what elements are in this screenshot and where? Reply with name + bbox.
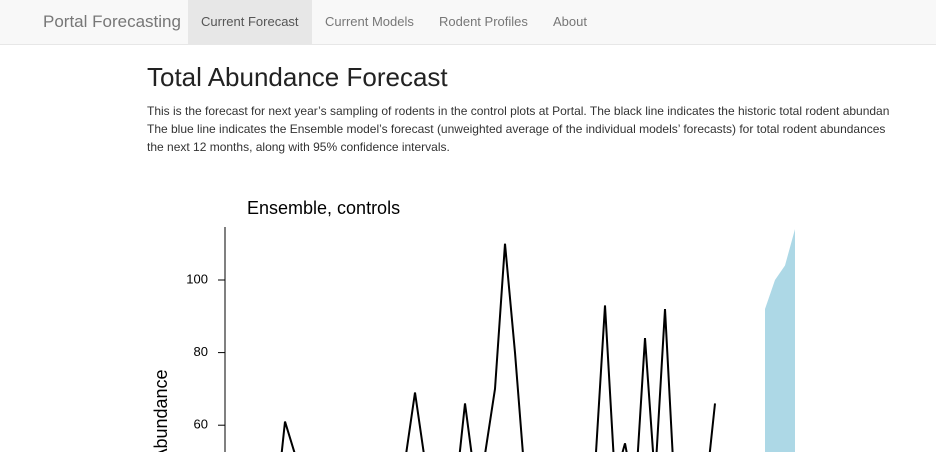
heading: Total Abundance Forecast — [147, 62, 448, 92]
paragraph-line: The blue line indicates the Ensemble mod… — [147, 122, 886, 136]
y-tick-label: 60 — [194, 417, 208, 432]
brand[interactable]: Portal Forecasting — [43, 12, 181, 31]
y-axis-label: Abundance — [151, 369, 171, 452]
navbar: Portal Forecasting Current Forecast Curre… — [0, 0, 936, 45]
nav-item[interactable]: Current Forecast — [188, 0, 312, 44]
nav-item[interactable]: Rodent Profiles — [439, 14, 528, 29]
y-tick-label: 80 — [194, 344, 208, 359]
y-tick-label: 100 — [186, 271, 208, 286]
nav-item[interactable]: About — [553, 14, 587, 29]
nav-item[interactable]: Current Models — [325, 14, 414, 29]
paragraph-line: This is the forecast for next year’s sam… — [147, 104, 890, 118]
confidence-band — [765, 229, 795, 452]
chart-title: Ensemble, controls — [247, 198, 400, 218]
history-line — [280, 243, 716, 452]
paragraph-line: the next 12 months, along with 95% confi… — [147, 140, 450, 154]
